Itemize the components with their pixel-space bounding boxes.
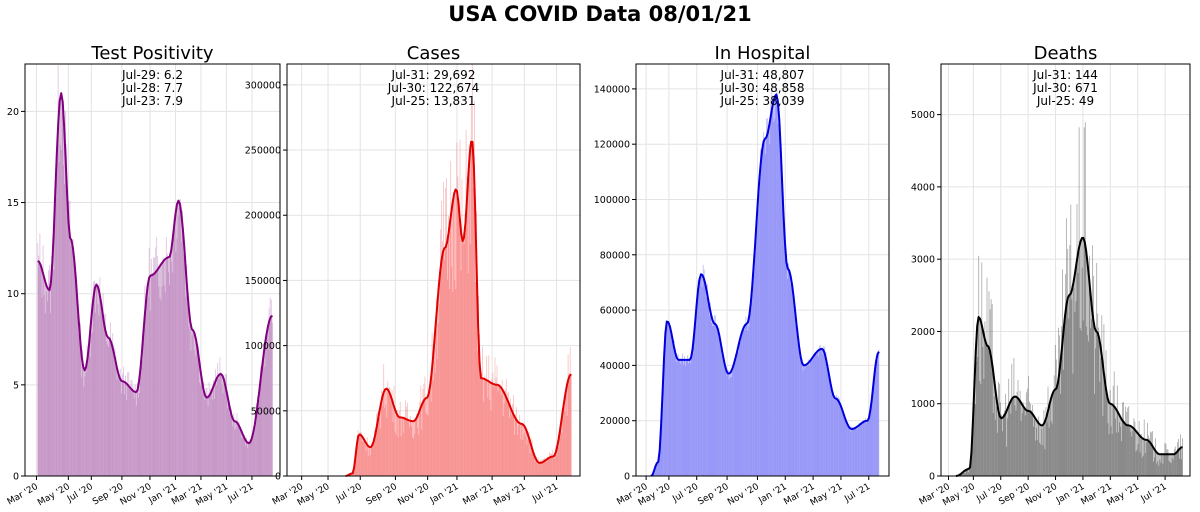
y-tick-label: 20000 — [600, 416, 630, 427]
annotation-line: Jul-31: 48,807 — [720, 68, 805, 82]
y-tick-label: 10 — [7, 289, 19, 300]
annotation-line: Jul-30: 122,674 — [387, 81, 480, 95]
y-tick-label: 120000 — [594, 140, 630, 151]
data-area — [345, 141, 572, 477]
y-tick-label: 100000 — [594, 195, 630, 206]
x-tick-label: Jan '21 — [428, 482, 460, 506]
y-tick-label: 250000 — [245, 146, 281, 157]
data-area — [955, 237, 1183, 476]
y-tick-label: 20 — [7, 107, 19, 118]
y-tick-label: 40000 — [600, 361, 630, 372]
x-tick-label: Jul '20 — [670, 482, 700, 505]
series-line — [955, 236, 1183, 477]
annotation-line: Jul-29: 6.2 — [121, 68, 183, 82]
y-tick-label: 0 — [13, 472, 19, 483]
y-tick-label: 200000 — [245, 211, 281, 222]
x-tick-label: Mar '21 — [461, 482, 495, 508]
y-tick-label: 2000 — [911, 327, 935, 338]
chart-panel-in-hospital: 0 20000 40000 60000 80000 100000 120000 140000 M… — [594, 43, 890, 508]
x-tick-label: May '21 — [492, 482, 528, 508]
y-tick-label: 60000 — [600, 306, 630, 317]
x-tick-label: May '21 — [809, 482, 845, 508]
daily-bars — [346, 64, 572, 476]
axes-frame — [635, 63, 890, 477]
x-tick-label: Sep '20 — [696, 482, 730, 508]
axes-frame — [940, 63, 1191, 477]
x-tick-label: Nov '20 — [119, 482, 154, 508]
y-tick-label: 3000 — [911, 255, 935, 266]
x-tick-label: Sep '20 — [365, 482, 399, 508]
x-tick-label: Jul '21 — [530, 482, 560, 505]
y-tick-label: 4000 — [911, 182, 935, 193]
annotation-line: Jul-28: 7.7 — [121, 81, 183, 95]
x-tick-label: Jul '21 — [1139, 482, 1169, 505]
y-tick-label: 0 — [275, 472, 281, 483]
axes-frame — [24, 63, 281, 477]
chart-title: Cases — [407, 43, 460, 64]
y-tick-label: 15 — [7, 198, 19, 209]
chart-title: In Hospital — [715, 43, 811, 64]
annotation-line: Jul-23: 7.9 — [121, 94, 183, 108]
figure-title: USA COVID Data 08/01/21 — [448, 2, 752, 26]
annotation-line: Jul-30: 671 — [1032, 81, 1098, 95]
y-tick-label: 0 — [929, 472, 935, 483]
x-tick-label: Jul '20 — [334, 482, 364, 505]
x-tick-label: Nov '20 — [396, 482, 431, 508]
y-tick-label: 140000 — [594, 84, 630, 95]
data-area — [651, 94, 879, 477]
y-tick-label: 300000 — [245, 80, 281, 91]
data-area — [37, 93, 273, 476]
axes-frame — [286, 63, 581, 477]
x-tick-label: Jul '21 — [226, 482, 256, 505]
chart-title: Deaths — [1034, 43, 1098, 64]
y-tick-label: 1000 — [911, 399, 935, 410]
annotation-line: Jul-30: 48,858 — [720, 81, 805, 95]
daily-bars — [37, 65, 273, 476]
x-tick-label: Nov '20 — [1024, 482, 1059, 508]
y-tick-label: 50000 — [251, 406, 281, 417]
y-tick-label: 150000 — [245, 276, 281, 287]
chart-panel-cases: 0 50000 100000 150000 200000 250000 300000 Mar … — [245, 43, 581, 508]
x-tick-label: Jul '21 — [842, 482, 872, 505]
series-line — [37, 92, 274, 445]
x-tick-label: Mar '20 — [6, 482, 40, 508]
y-tick-label: 80000 — [600, 250, 630, 261]
annotation-line: Jul-31: 29,692 — [391, 68, 476, 82]
x-tick-label: Nov '20 — [726, 482, 761, 508]
series-line — [345, 140, 572, 477]
y-tick-label: 5000 — [911, 110, 935, 121]
y-tick-label: 0 — [624, 472, 630, 483]
annotation-line: Jul-25: 13,831 — [391, 94, 476, 108]
y-tick-label: 100000 — [245, 341, 281, 352]
annotation-line: Jul-25: 38,039 — [720, 94, 805, 108]
y-tick-label: 5 — [13, 380, 19, 391]
chart-title: Test Positivity — [90, 43, 214, 64]
series-line — [650, 93, 880, 477]
x-tick-label: Jul '20 — [65, 482, 95, 505]
annotation-line: Jul-31: 144 — [1032, 68, 1098, 82]
annotation-line: Jul-25: 49 — [1036, 94, 1094, 108]
daily-bars — [651, 89, 880, 476]
